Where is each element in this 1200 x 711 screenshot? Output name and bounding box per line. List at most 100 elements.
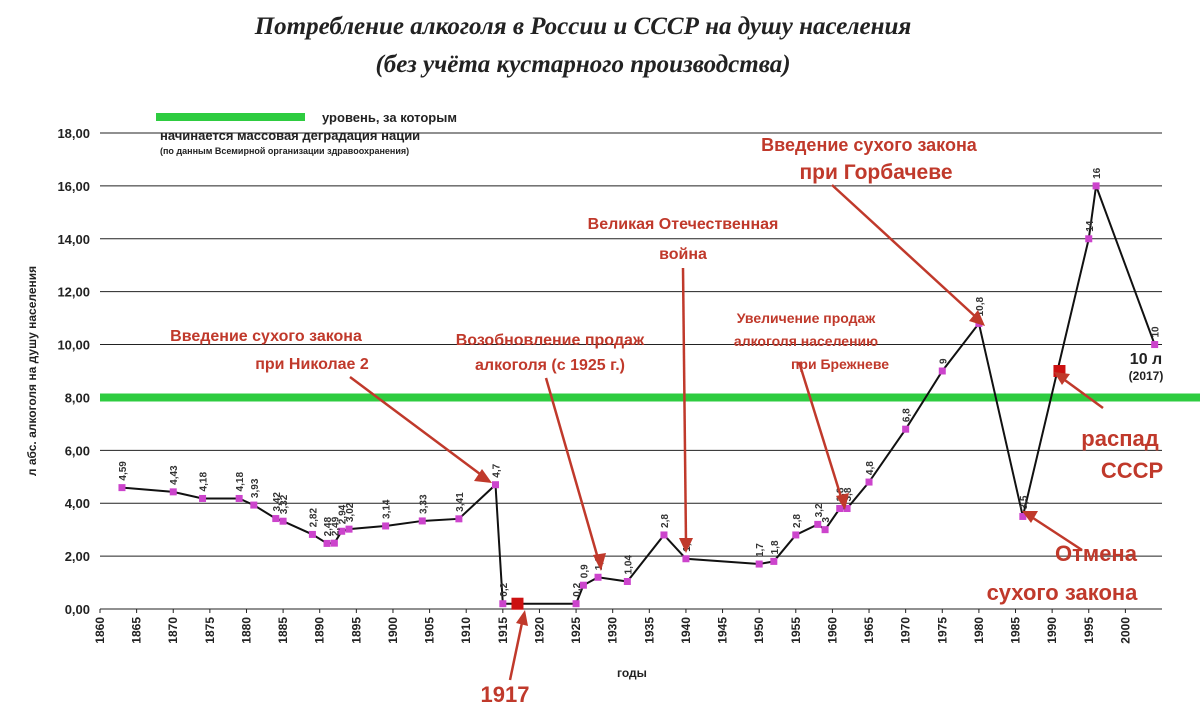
annotation-brezhnev-line1: Увеличение продаж	[737, 310, 877, 326]
data-point	[1092, 182, 1100, 190]
annotation-revival-line1: Возобновление продаж	[456, 332, 645, 349]
legend-threshold-line1: уровень, за которым	[322, 110, 457, 125]
data-point	[499, 600, 507, 608]
data-point	[455, 515, 463, 523]
x-tick-label: 1970	[899, 617, 913, 644]
annotation-ussr-line2: СССР	[1101, 458, 1163, 483]
data-label: 3,02	[345, 502, 356, 522]
data-label: 4,18	[235, 472, 246, 492]
data-point	[1151, 341, 1159, 349]
y-tick-label: 16,00	[57, 179, 90, 194]
x-axis-label: годы	[617, 666, 647, 680]
annotation-repeal-line2: сухого закона	[987, 580, 1139, 605]
x-tick-label: 1960	[825, 617, 839, 644]
arrow-brezhnev	[797, 361, 844, 501]
y-tick-label: 0,00	[65, 602, 90, 617]
data-point	[770, 557, 778, 565]
arrowhead-war	[679, 538, 693, 553]
annotation-war-line1: Великая Отечественная	[588, 216, 779, 233]
x-tick-label: 1865	[130, 617, 144, 644]
data-point	[755, 560, 763, 568]
data-point	[843, 505, 851, 513]
arrowhead-brezhnev	[836, 493, 849, 510]
data-point	[938, 367, 946, 375]
x-tick-label: 1990	[1045, 617, 1059, 644]
data-point	[418, 517, 426, 525]
arrowhead-ussr	[1054, 372, 1070, 385]
chart-title: Потребление алкоголя в России и СССР на …	[254, 13, 912, 40]
x-tick-label: 1860	[93, 617, 107, 644]
x-tick-label: 2000	[1118, 617, 1132, 644]
data-label: 3,33	[418, 494, 429, 514]
x-tick-label: 1935	[642, 617, 656, 644]
data-label: 0,2	[499, 582, 510, 596]
x-tick-label: 1995	[1082, 617, 1096, 644]
arrow-nicholas	[349, 375, 485, 479]
data-label: 2,49	[330, 516, 341, 536]
x-tick-label: 1915	[496, 617, 510, 644]
data-point	[572, 600, 580, 608]
data-point	[308, 530, 316, 538]
annotation-gorbachev-line1: Введение сухого закона	[761, 135, 978, 155]
data-series	[121, 185, 1156, 605]
data-point	[579, 581, 587, 589]
data-point	[330, 539, 338, 547]
annotation-ussr-line1: распад	[1081, 426, 1158, 451]
arrowhead-1917	[516, 610, 528, 626]
x-tick-label: 1950	[752, 617, 766, 644]
data-label: 10,8	[975, 296, 986, 316]
x-tick-label: 1940	[679, 617, 693, 644]
data-point	[821, 526, 829, 534]
annotation-gorbachev-line2: при Горбачеве	[799, 161, 952, 184]
annotation-arrows	[349, 184, 1104, 681]
data-point	[682, 555, 690, 563]
data-point	[118, 484, 126, 492]
x-tick-label: 1945	[716, 617, 730, 644]
event-marker	[511, 597, 524, 610]
arrowhead-repeal	[1022, 511, 1038, 523]
arrowhead-gorbachev	[969, 310, 985, 326]
event-markers	[511, 365, 1066, 610]
annotation-war-line2: война	[659, 246, 707, 263]
annotation-nicholas-line2: при Николае 2	[255, 356, 369, 373]
annotation-last-value: 10 л	[1130, 351, 1162, 368]
x-tick-label: 1965	[862, 617, 876, 644]
data-label: 3,14	[382, 499, 393, 519]
data-point	[272, 515, 280, 523]
data-point	[836, 505, 844, 513]
y-tick-label: 14,00	[57, 232, 90, 247]
data-point	[199, 494, 207, 502]
x-tick-label: 1930	[606, 617, 620, 644]
x-tick-labels: 1860 1865 1870 1875 1880 1885 1890 1895 1900 1905…	[93, 609, 1132, 644]
data-point	[902, 425, 910, 433]
x-tick-label: 1870	[166, 617, 180, 644]
annotation-last-year: (2017)	[1129, 369, 1164, 383]
data-label: 3,5	[1019, 495, 1030, 509]
x-tick-label: 1955	[789, 617, 803, 644]
data-point	[814, 520, 822, 528]
y-tick-label: 10,00	[57, 338, 90, 353]
legend-threshold-line3: (по данным Всемирной организации здравоо…	[160, 146, 409, 156]
data-point	[345, 525, 353, 533]
annotation-repeal-line1: Отмена	[1055, 541, 1138, 566]
data-point	[279, 517, 287, 525]
data-label: 14	[1085, 220, 1096, 232]
arrowhead-revival	[593, 553, 606, 571]
data-point	[623, 577, 631, 585]
data-label: 6,8	[902, 408, 913, 422]
x-tick-label: 1895	[349, 617, 363, 644]
y-tick-label: 12,00	[57, 285, 90, 300]
data-point	[382, 522, 390, 530]
data-label: 3,42	[272, 492, 283, 512]
y-axis-label: л абс. алкоголя на душу населения	[25, 266, 39, 476]
data-label: 10	[1151, 326, 1162, 338]
data-point	[169, 488, 177, 496]
y-tick-label: 18,00	[57, 126, 90, 141]
arrow-gorbachev	[831, 184, 979, 320]
data-point	[594, 573, 602, 581]
data-point	[492, 481, 500, 489]
annotation-revival-line2: алкоголя (с 1925 г.)	[475, 357, 625, 374]
data-point	[660, 531, 668, 539]
data-label: 2,8	[792, 514, 803, 528]
data-points	[118, 182, 1159, 608]
